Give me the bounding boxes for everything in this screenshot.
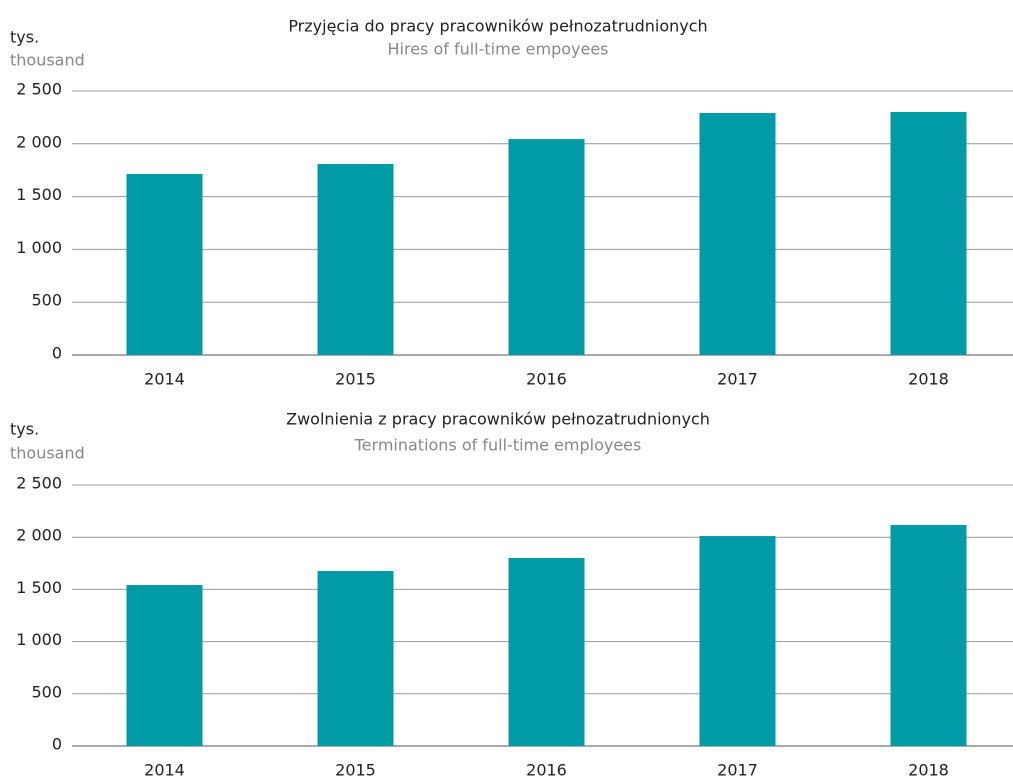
bar bbox=[699, 536, 776, 746]
bar bbox=[890, 524, 967, 746]
y-tick-label: 2 500 bbox=[16, 474, 62, 493]
x-tick-label: 2017 bbox=[717, 370, 758, 389]
x-tick-label: 2016 bbox=[526, 370, 567, 389]
y-tick-label: 2 000 bbox=[16, 132, 62, 151]
x-tick-label: 2015 bbox=[335, 761, 376, 779]
bar bbox=[890, 112, 967, 355]
chart-title: Przyjęcia do pracy pracowników pełnozatr… bbox=[288, 17, 707, 36]
y-tick-label: 1 500 bbox=[16, 185, 62, 204]
x-tick-label: 2018 bbox=[908, 761, 949, 779]
chart-subtitle: Hires of full-time empoyees bbox=[387, 40, 608, 59]
bar bbox=[126, 174, 203, 355]
y-tick-label: 1 000 bbox=[16, 238, 62, 257]
chart-title: Zwolnienia z pracy pracowników pełnozatr… bbox=[286, 410, 710, 429]
y-unit-en: thousand bbox=[10, 51, 85, 70]
y-tick-label: 0 bbox=[52, 735, 62, 754]
y-unit: tys. bbox=[10, 420, 39, 439]
bar bbox=[317, 571, 394, 746]
bar bbox=[508, 557, 585, 746]
x-tick-label: 2014 bbox=[144, 370, 185, 389]
x-tick-label: 2018 bbox=[908, 370, 949, 389]
y-tick-label: 500 bbox=[31, 291, 62, 310]
x-tick-label: 2016 bbox=[526, 761, 567, 779]
y-tick-label: 0 bbox=[52, 344, 62, 363]
chart-subtitle: Terminations of full-time employees bbox=[354, 436, 642, 455]
x-tick-label: 2015 bbox=[335, 370, 376, 389]
bar bbox=[317, 163, 394, 355]
y-unit-en: thousand bbox=[10, 444, 85, 463]
y-tick-label: 1 000 bbox=[16, 630, 62, 649]
bar bbox=[126, 585, 203, 746]
y-unit: tys. bbox=[10, 28, 39, 47]
y-tick-label: 2 000 bbox=[16, 526, 62, 545]
bar bbox=[508, 139, 585, 355]
bar bbox=[699, 112, 776, 355]
y-tick-label: 2 500 bbox=[16, 80, 62, 99]
x-tick-label: 2014 bbox=[144, 761, 185, 779]
x-tick-label: 2017 bbox=[717, 761, 758, 779]
y-tick-label: 500 bbox=[31, 682, 62, 701]
y-tick-label: 1 500 bbox=[16, 578, 62, 597]
